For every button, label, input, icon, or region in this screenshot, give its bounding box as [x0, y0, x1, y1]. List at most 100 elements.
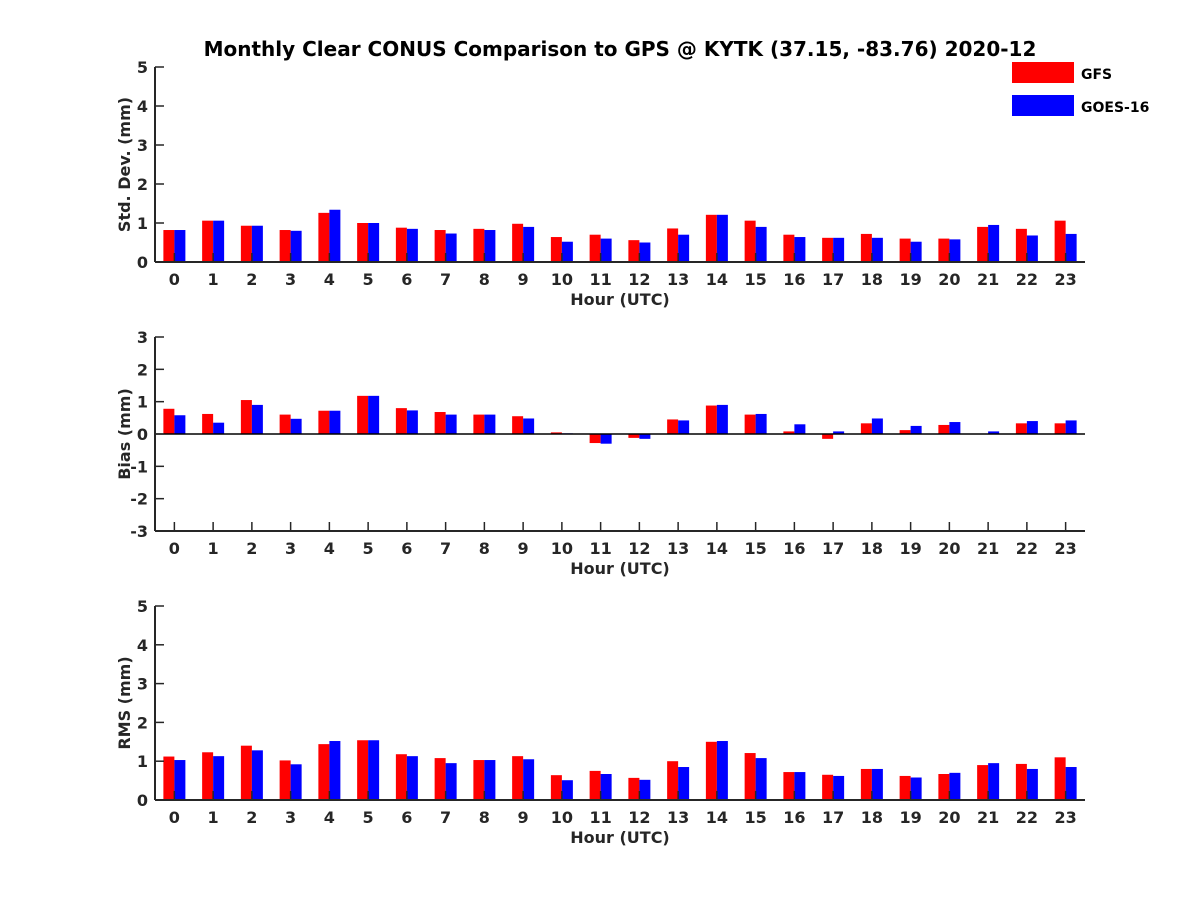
bar-goes16-hour-21 — [988, 224, 1000, 262]
x-tick-label: 22 — [1016, 270, 1038, 289]
bar-goes16-hour-12 — [639, 779, 651, 800]
x-tick-label: 6 — [401, 270, 412, 289]
bar-gfs-hour-14 — [705, 405, 717, 434]
x-tick-label: 21 — [977, 808, 999, 827]
bar-goes16-hour-20 — [949, 239, 961, 262]
bar-gfs-hour-11 — [589, 234, 601, 262]
bar-goes16-hour-21 — [988, 431, 1000, 434]
bar-goes16-hour-19 — [910, 777, 922, 800]
bar-goes16-hour-4 — [329, 741, 341, 800]
y-tick-label: 3 — [137, 328, 148, 347]
y-tick-label: 4 — [137, 636, 148, 655]
bar-gfs-hour-15 — [744, 414, 756, 434]
bar-gfs-hour-12 — [628, 777, 640, 800]
legend-label-gfs: GFS — [1081, 67, 1112, 83]
bar-gfs-hour-11 — [589, 770, 601, 800]
bar-gfs-hour-0 — [163, 230, 175, 262]
bar-goes16-hour-5 — [368, 740, 380, 800]
chart-title: Monthly Clear CONUS Comparison to GPS @ … — [204, 37, 1037, 61]
bar-gfs-hour-6 — [395, 754, 407, 800]
x-tick-label: 23 — [1054, 808, 1076, 827]
bar-goes16-hour-23 — [1065, 767, 1077, 800]
bar-goes16-hour-4 — [329, 209, 341, 262]
x-tick-label: 13 — [667, 539, 689, 558]
bar-gfs-hour-0 — [163, 756, 175, 800]
legend: GFS GOES-16 — [1012, 62, 1149, 116]
x-tick-label: 0 — [169, 270, 180, 289]
bar-goes16-hour-18 — [871, 418, 883, 434]
bar-goes16-hour-14 — [716, 404, 728, 434]
x-tick-label: 11 — [589, 539, 611, 558]
x-tick-label: 9 — [518, 808, 529, 827]
bar-gfs-hour-10 — [550, 237, 562, 262]
y-tick-label: 2 — [137, 713, 148, 732]
bar-goes16-hour-12 — [639, 242, 651, 262]
bar-gfs-hour-12 — [628, 240, 640, 262]
x-tick-label: 10 — [551, 808, 573, 827]
x-tick-label: 21 — [977, 270, 999, 289]
x-tick-label: 2 — [246, 808, 257, 827]
y-axis-title: Bias (mm) — [115, 388, 134, 480]
y-tick-label: 1 — [137, 214, 148, 233]
bar-gfs-hour-10 — [550, 432, 562, 434]
bar-goes16-hour-3 — [290, 764, 302, 800]
bar-gfs-hour-17 — [822, 774, 834, 800]
bar-gfs-hour-8 — [473, 414, 485, 434]
bar-goes16-hour-13 — [678, 420, 690, 434]
x-axis-title: Hour (UTC) — [570, 559, 670, 578]
bar-goes16-hour-14 — [716, 741, 728, 800]
x-tick-label: 12 — [628, 270, 650, 289]
bar-gfs-hour-18 — [860, 423, 872, 434]
bar-gfs-hour-3 — [279, 414, 291, 434]
x-tick-label: 20 — [938, 270, 960, 289]
bar-goes16-hour-0 — [174, 760, 186, 800]
bar-goes16-hour-10 — [561, 780, 573, 800]
x-tick-label: 12 — [628, 808, 650, 827]
bar-gfs-hour-17 — [822, 237, 834, 262]
x-tick-label: 6 — [401, 539, 412, 558]
bar-gfs-hour-0 — [163, 408, 175, 434]
bar-gfs-hour-6 — [395, 227, 407, 262]
bar-gfs-hour-9 — [512, 756, 524, 800]
y-tick-label: 2 — [137, 360, 148, 379]
bar-gfs-hour-1 — [202, 752, 214, 800]
bar-goes16-hour-23 — [1065, 233, 1077, 262]
x-tick-label: 9 — [518, 539, 529, 558]
x-tick-label: 2 — [246, 270, 257, 289]
bar-goes16-hour-23 — [1065, 420, 1077, 434]
x-tick-label: 5 — [363, 539, 374, 558]
x-tick-label: 7 — [440, 808, 451, 827]
bar-goes16-hour-2 — [251, 225, 263, 262]
bar-gfs-hour-13 — [667, 228, 679, 262]
bar-goes16-hour-7 — [445, 763, 457, 800]
bar-gfs-hour-18 — [860, 233, 872, 262]
bar-goes16-hour-5 — [368, 395, 380, 434]
bar-gfs-hour-7 — [434, 230, 446, 262]
x-tick-label: 5 — [363, 270, 374, 289]
bar-goes16-hour-16 — [794, 424, 806, 434]
bar-gfs-hour-4 — [318, 744, 330, 800]
x-tick-label: 1 — [208, 270, 219, 289]
bar-gfs-hour-2 — [240, 745, 252, 800]
bar-gfs-hour-19 — [899, 430, 911, 434]
bar-gfs-hour-23 — [1054, 757, 1066, 800]
bar-goes16-hour-18 — [871, 237, 883, 262]
bar-goes16-hour-13 — [678, 767, 690, 800]
bar-gfs-hour-2 — [240, 225, 252, 262]
bar-goes16-hour-20 — [949, 422, 961, 434]
bar-goes16-hour-4 — [329, 410, 341, 434]
bar-goes16-hour-22 — [1026, 235, 1038, 262]
bar-gfs-hour-16 — [783, 772, 795, 800]
bar-gfs-hour-14 — [705, 214, 717, 262]
bar-gfs-hour-8 — [473, 228, 485, 262]
x-tick-label: 4 — [324, 270, 335, 289]
bar-gfs-hour-20 — [938, 424, 950, 434]
x-tick-label: 3 — [285, 808, 296, 827]
x-tick-label: 19 — [899, 808, 921, 827]
x-tick-label: 16 — [783, 539, 805, 558]
bar-gfs-hour-10 — [550, 775, 562, 800]
bar-gfs-hour-9 — [512, 223, 524, 262]
bar-gfs-hour-7 — [434, 412, 446, 434]
